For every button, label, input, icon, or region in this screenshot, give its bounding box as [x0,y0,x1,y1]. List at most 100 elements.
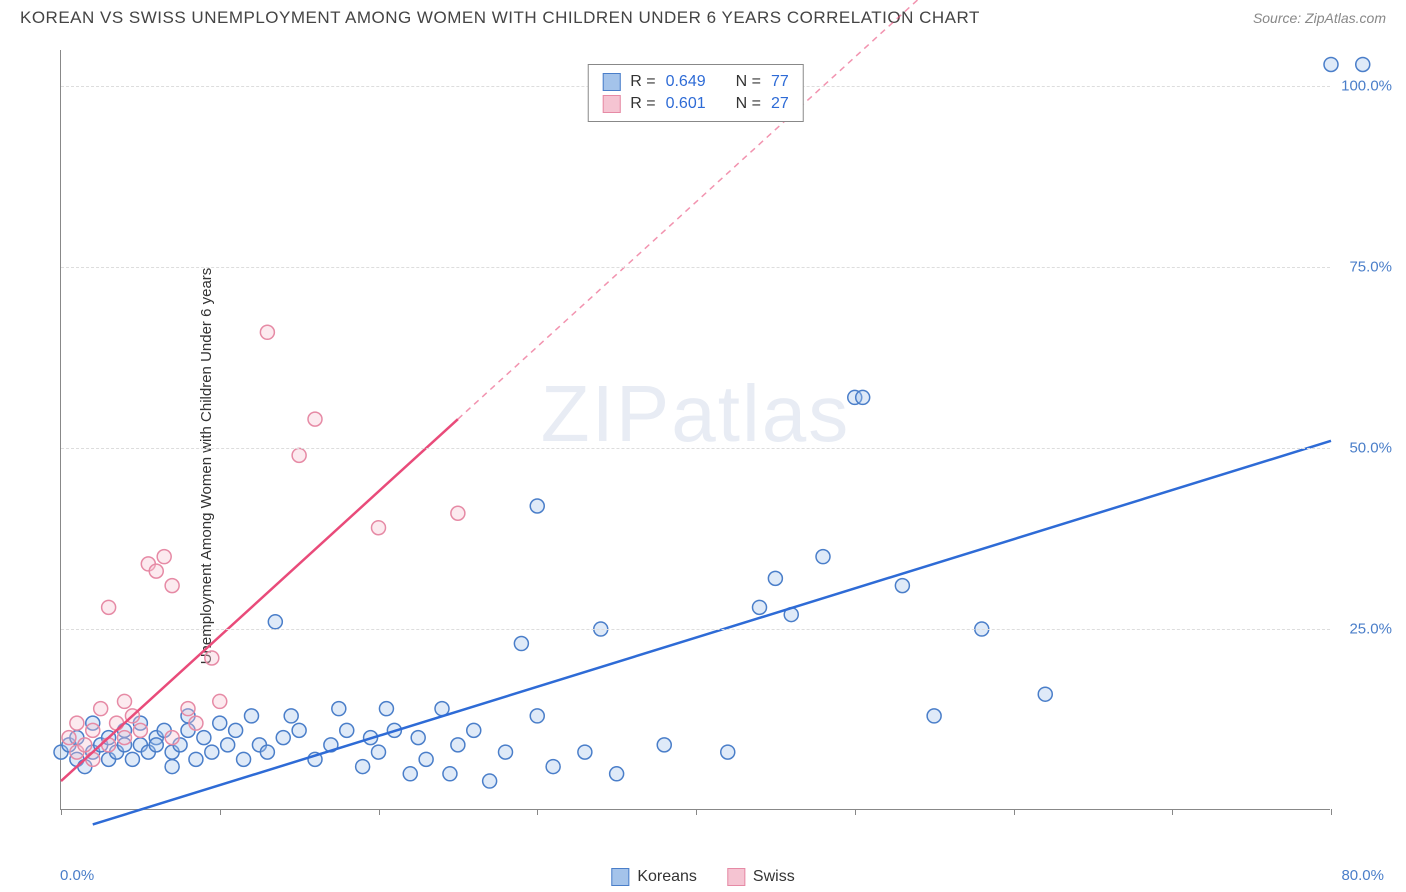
data-point [1324,57,1338,71]
data-point [451,738,465,752]
swatch-koreans [602,73,620,91]
data-point [332,702,346,716]
swatch-swiss [727,868,745,886]
data-point [86,723,100,737]
gridline [61,267,1330,268]
data-point [657,738,671,752]
x-tick [220,809,221,815]
data-point [149,564,163,578]
data-point [102,600,116,614]
r-label: R = [630,73,655,91]
y-tick-label: 50.0% [1349,440,1392,457]
data-point [443,767,457,781]
legend-item-koreans: Koreans [611,868,697,886]
data-point [165,731,179,745]
n-label: N = [736,73,761,91]
data-point [356,760,370,774]
data-point [165,579,179,593]
data-point [483,774,497,788]
n-value: 27 [771,95,789,113]
x-tick [855,809,856,815]
gridline [61,448,1330,449]
y-tick-label: 75.0% [1349,259,1392,276]
x-tick [537,809,538,815]
data-point [514,637,528,651]
chart-title: KOREAN VS SWISS UNEMPLOYMENT AMONG WOMEN… [20,8,980,28]
data-point [499,745,513,759]
data-point [927,709,941,723]
data-point [205,651,219,665]
data-point [419,752,433,766]
data-point [221,738,235,752]
data-point [157,550,171,564]
data-point [340,723,354,737]
data-point [546,760,560,774]
x-tick [1014,809,1015,815]
data-point [856,390,870,404]
data-point [102,738,116,752]
legend-label: Swiss [753,868,795,886]
data-point [292,723,306,737]
n-label: N = [736,95,761,113]
data-point [205,745,219,759]
data-point [181,702,195,716]
x-tick [1331,809,1332,815]
x-tick [696,809,697,815]
r-value: 0.601 [666,95,706,113]
swatch-koreans [611,868,629,886]
source-attribution: Source: ZipAtlas.com [1253,10,1386,26]
data-point [260,745,274,759]
data-point [229,723,243,737]
data-point [110,716,124,730]
data-point [245,709,259,723]
data-point [895,579,909,593]
legend-row-koreans: R = 0.649 N = 77 [602,71,789,93]
plot-area: ZIPatlas R = 0.649 N = 77 R = 0.601 N = … [60,50,1330,810]
correlation-legend: R = 0.649 N = 77 R = 0.601 N = 27 [587,64,804,122]
data-point [189,716,203,730]
data-point [94,702,108,716]
data-point [268,615,282,629]
data-point [1038,687,1052,701]
data-point [308,412,322,426]
data-point [1356,57,1370,71]
data-point [451,506,465,520]
plot-svg [61,50,1330,809]
data-point [62,731,76,745]
data-point [467,723,481,737]
data-point [816,550,830,564]
data-point [578,745,592,759]
data-point [276,731,290,745]
data-point [213,694,227,708]
data-point [284,709,298,723]
r-label: R = [630,95,655,113]
trend-line [93,441,1331,825]
data-point [213,716,227,730]
x-axis-min-label: 0.0% [60,867,94,884]
data-point [197,731,211,745]
data-point [530,499,544,513]
chart-container: Unemployment Among Women with Children U… [0,40,1406,892]
data-point [372,745,386,759]
y-tick-label: 100.0% [1341,78,1392,95]
y-tick-label: 25.0% [1349,621,1392,638]
legend-item-swiss: Swiss [727,868,795,886]
data-point [149,738,163,752]
data-point [78,738,92,752]
data-point [610,767,624,781]
series-legend: Koreans Swiss [611,868,794,886]
x-tick [61,809,62,815]
data-point [237,752,251,766]
trend-line-extrapolated [458,0,918,419]
swatch-swiss [602,95,620,113]
data-point [260,325,274,339]
legend-label: Koreans [637,868,697,886]
n-value: 77 [771,73,789,91]
r-value: 0.649 [666,73,706,91]
data-point [372,521,386,535]
data-point [165,760,179,774]
data-point [70,716,84,730]
data-point [411,731,425,745]
data-point [753,600,767,614]
data-point [125,752,139,766]
